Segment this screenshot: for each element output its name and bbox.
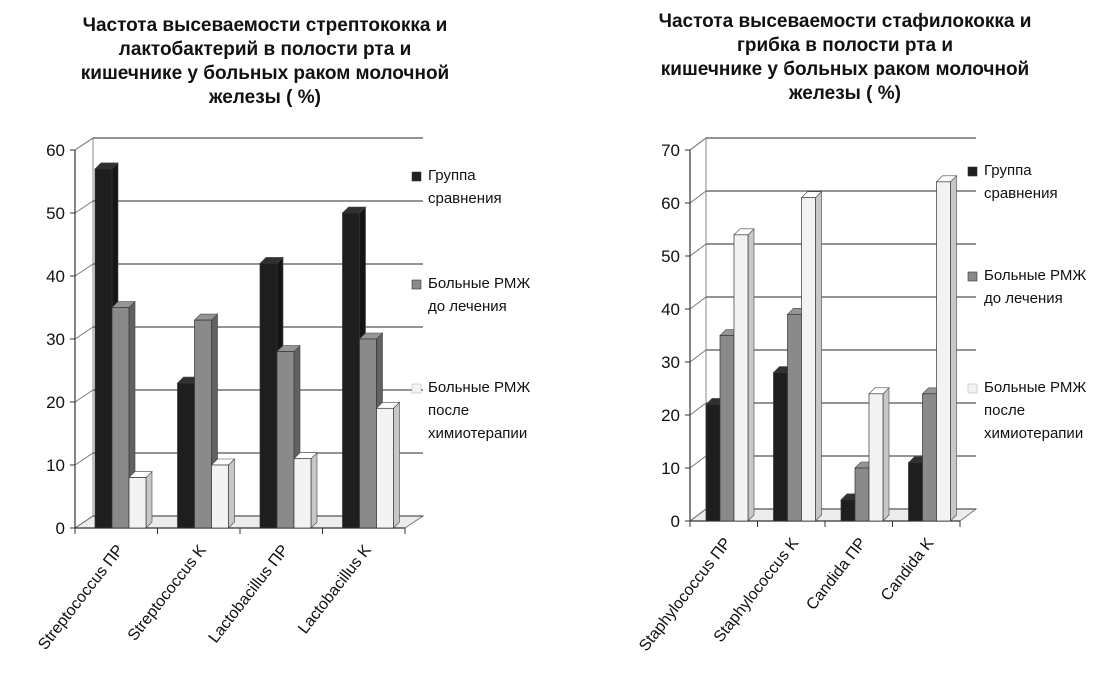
- legend-swatch: [967, 271, 978, 282]
- y-tick-label: 20: [661, 406, 680, 425]
- y-tick-label: 30: [46, 330, 65, 349]
- gridline-depth: [74, 515, 94, 529]
- x-tick-label: Streptococcus K: [125, 542, 210, 645]
- gridline-depth: [689, 455, 707, 469]
- chart-staphylococcus-candida: Частота высеваемости стафилококка и гриб…: [560, 0, 1119, 682]
- bar: [935, 175, 958, 522]
- x-tick-label: Lactobacillus K: [295, 542, 375, 638]
- legend-label: Группа сравнения: [428, 167, 502, 207]
- chart-title: Частота высеваемости стафилококка и гриб…: [658, 11, 1032, 104]
- y-tick-label: 10: [46, 456, 65, 475]
- gridline-depth: [74, 389, 94, 403]
- legend-label: Больные РМЖ после химиотерапии: [984, 379, 1086, 442]
- bar: [128, 470, 153, 529]
- x-tick-label: Lactobacillus ПР: [206, 542, 293, 646]
- legend-swatch: [411, 171, 422, 182]
- gridline-depth: [689, 349, 707, 363]
- y-tick-label: 10: [661, 459, 680, 478]
- gridline-depth: [74, 200, 94, 214]
- y-tick-label: 0: [671, 512, 680, 531]
- bar: [800, 190, 823, 522]
- legend-swatch: [411, 383, 422, 394]
- x-tick-label: Streptococcus ПР: [35, 542, 127, 653]
- bar: [293, 451, 318, 529]
- gridline-depth: [689, 402, 707, 416]
- gridline-depth: [689, 508, 707, 522]
- y-tick-label: 50: [661, 247, 680, 266]
- y-tick-label: 40: [46, 267, 65, 286]
- y-tick-label: 70: [661, 141, 680, 160]
- y-tick-label: 30: [661, 353, 680, 372]
- bar: [733, 228, 755, 522]
- gridline-depth: [689, 137, 707, 151]
- bar: [375, 401, 401, 529]
- bar: [868, 387, 890, 522]
- gridline-depth: [74, 452, 94, 466]
- side-wall: [689, 137, 707, 522]
- y-tick-label: 40: [661, 300, 680, 319]
- gridline-depth: [74, 137, 94, 151]
- legend-label: Больные РМЖ до лечения: [984, 267, 1086, 307]
- chart-plot-area: 0 10 20 30 40 50 60 Streptococcus ПРStreptococc…: [35, 137, 530, 653]
- chart-title: Частота высеваемости стрептококка и лакт…: [80, 15, 450, 108]
- y-tick-label: 20: [46, 393, 65, 412]
- y-tick-label: 50: [46, 204, 65, 223]
- gridline-depth: [689, 243, 707, 257]
- legend-swatch: [967, 383, 978, 394]
- x-tick-label: Candida K: [878, 535, 938, 605]
- y-tick-label: 0: [56, 519, 65, 538]
- gridline-depth: [689, 296, 707, 310]
- y-tick-label: 60: [46, 141, 65, 160]
- legend-swatch: [967, 166, 978, 177]
- legend-swatch: [411, 279, 422, 290]
- legend-label: Больные РМЖ после химиотерапии: [428, 379, 530, 442]
- legend-label: Больные РМЖ до лечения: [428, 275, 530, 315]
- gridline-depth: [74, 263, 94, 277]
- gridline-depth: [74, 326, 94, 340]
- bar: [210, 458, 236, 529]
- legend-label: Группа сравнения: [984, 162, 1058, 202]
- y-tick-label: 60: [661, 194, 680, 213]
- chart-streptococcus-lactobacillus: Частота высеваемости стрептококка и лакт…: [35, 15, 530, 653]
- gridline-depth: [689, 190, 707, 204]
- x-tick-label: Candida ПР: [803, 535, 869, 613]
